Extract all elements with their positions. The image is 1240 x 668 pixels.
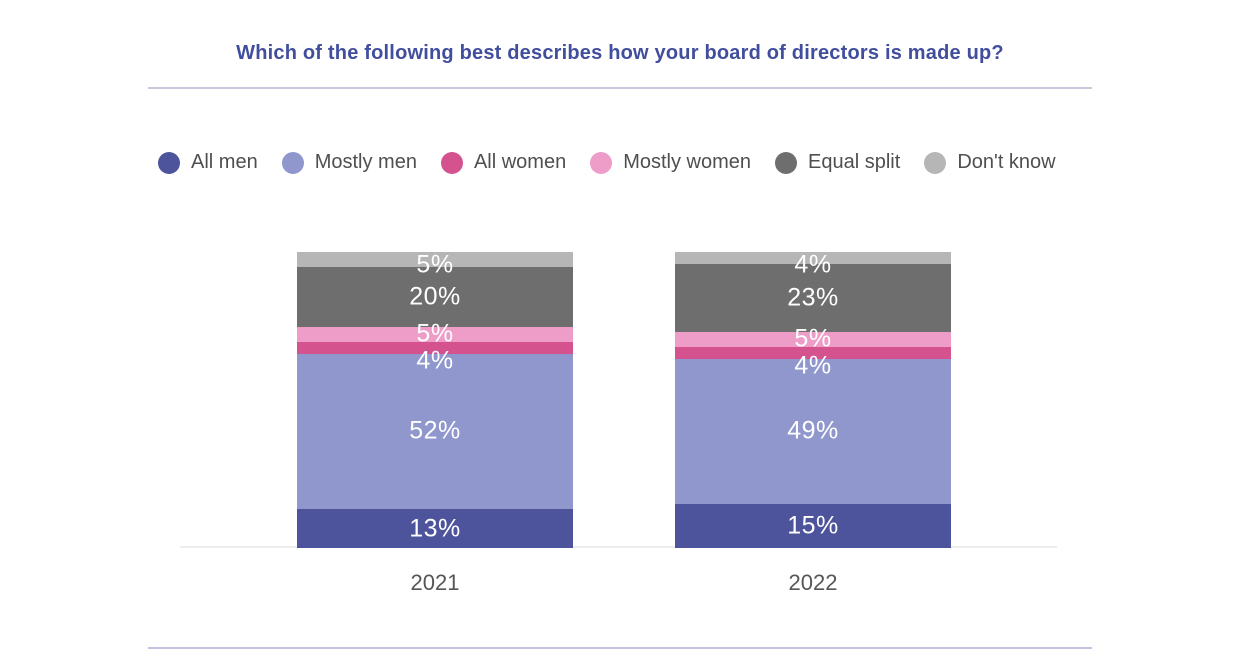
value-label-2022-mostly-men: 49% <box>787 416 839 445</box>
equal-split-swatch-icon <box>775 151 798 174</box>
value-label-2021-all-women: 4% <box>416 346 454 375</box>
legend-item-mostly-men: Mostly men <box>281 151 417 174</box>
value-label-2021-mostly-men: 52% <box>409 416 461 445</box>
legend-label-equal-split: Equal split <box>808 151 901 173</box>
value-label-2022-equal-split: 23% <box>787 283 839 312</box>
segment-2021-don-t-know <box>297 252 573 267</box>
value-label-2022-don-t-know: 4% <box>794 250 832 279</box>
legend-label-don-t-know: Don't know <box>957 151 1056 173</box>
bar-2021: 5% 20% 5% 4% 52% 13% <box>297 252 573 548</box>
legend-item-equal-split: Equal split <box>775 151 900 174</box>
legend-item-don-t-know: Don't know <box>924 151 1056 174</box>
all-women-swatch-icon <box>440 151 463 174</box>
legend-item-all-men: All men <box>158 151 258 174</box>
bottom-divider <box>148 647 1092 649</box>
value-label-2022-all-men: 15% <box>787 511 839 540</box>
segment-2022-all-men <box>675 503 951 548</box>
segment-2021-mostly-women <box>297 326 573 342</box>
segment-2022-all-women <box>675 346 951 359</box>
all-men-swatch-icon <box>158 151 180 174</box>
legend-item-all-women: All women <box>440 151 567 174</box>
value-label-2022-all-women: 4% <box>794 351 832 380</box>
legend-item-mostly-women: Mostly women <box>590 151 751 174</box>
legend-label-mostly-women: Mostly women <box>623 151 752 173</box>
value-label-2021-don-t-know: 5% <box>416 250 454 279</box>
segment-2021-all-men <box>297 509 573 548</box>
legend-label-all-men: All men <box>191 151 258 173</box>
value-label-2021-equal-split: 20% <box>409 282 461 311</box>
mostly-men-swatch-icon <box>281 151 304 174</box>
x-axis-label-2021: 2021 <box>410 570 460 595</box>
mostly-women-swatch-icon <box>590 151 613 174</box>
bar-2022: 4% 23% 5% 4% 49% 15% <box>675 252 951 548</box>
legend: All men Mostly men All women Mostly women Eq… <box>158 151 1056 174</box>
segment-2022-mostly-men <box>675 358 951 504</box>
value-label-2021-all-men: 13% <box>409 514 461 543</box>
legend-label-all-women: All women <box>473 151 567 173</box>
legend-label-mostly-men: Mostly men <box>314 151 417 173</box>
value-label-2021-mostly-women: 5% <box>416 319 454 348</box>
chart-title: Which of the following best describes ho… <box>236 42 1004 64</box>
segment-2022-mostly-women <box>675 331 951 347</box>
x-axis-label-2022: 2022 <box>788 570 838 595</box>
segment-2022-equal-split <box>675 263 951 332</box>
segment-2022-don-t-know <box>675 252 951 264</box>
segment-2021-equal-split <box>297 266 573 327</box>
value-label-2022-mostly-women: 5% <box>794 324 832 353</box>
don-t-know-swatch-icon <box>924 151 947 174</box>
segment-2021-all-women <box>297 341 573 354</box>
x-axis-line <box>180 546 1057 548</box>
top-divider <box>148 87 1092 89</box>
segment-2021-mostly-men <box>297 353 573 510</box>
